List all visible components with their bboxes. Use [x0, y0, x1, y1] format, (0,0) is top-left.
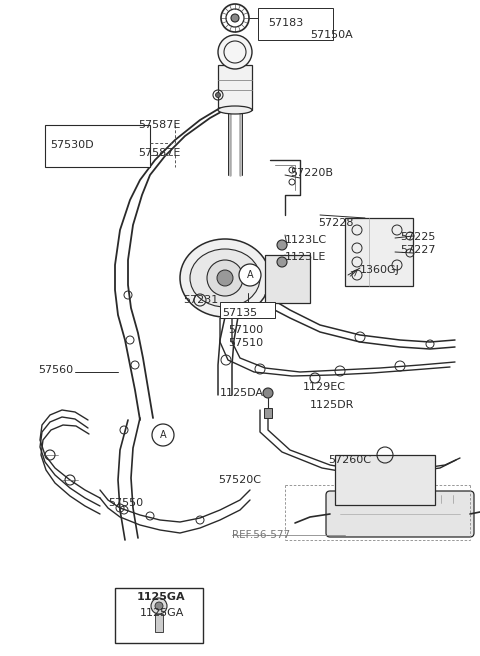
Text: 57135: 57135	[222, 308, 257, 318]
Circle shape	[277, 257, 287, 267]
Circle shape	[207, 260, 243, 296]
Text: 1125DR: 1125DR	[310, 400, 354, 410]
Circle shape	[218, 35, 252, 69]
Text: 57530D: 57530D	[50, 140, 94, 150]
Circle shape	[151, 598, 167, 614]
Ellipse shape	[218, 106, 252, 114]
Text: 1360GJ: 1360GJ	[360, 265, 400, 275]
Text: 57260C: 57260C	[328, 455, 371, 465]
Text: 1125DA: 1125DA	[220, 388, 264, 398]
Text: 57231: 57231	[183, 295, 218, 305]
Bar	[335, 455, 435, 505]
Text: 1125GA: 1125GA	[137, 592, 186, 602]
Text: 57220B: 57220B	[290, 168, 333, 178]
Text: 1123LE: 1123LE	[285, 252, 326, 262]
Text: 57183: 57183	[268, 18, 303, 28]
Text: REF.56-577: REF.56-577	[232, 530, 290, 540]
Bar	[220, 302, 275, 318]
Bar	[218, 65, 252, 110]
Bar	[115, 588, 203, 643]
Text: 57510: 57510	[228, 338, 263, 348]
Text: 57587E: 57587E	[138, 148, 180, 158]
Circle shape	[239, 264, 261, 286]
Text: 57228: 57228	[318, 218, 353, 228]
Text: 57550: 57550	[108, 498, 143, 508]
Text: 57520C: 57520C	[218, 475, 261, 485]
Text: 1123LC: 1123LC	[285, 235, 327, 245]
Circle shape	[217, 270, 233, 286]
Bar	[45, 125, 150, 167]
Text: 57150A: 57150A	[310, 30, 353, 40]
Bar	[258, 8, 333, 40]
Circle shape	[231, 14, 239, 22]
Circle shape	[263, 388, 273, 398]
Text: A: A	[160, 430, 166, 440]
Text: A: A	[247, 270, 253, 280]
Text: 57587E: 57587E	[138, 120, 180, 130]
Bar	[265, 255, 310, 303]
Text: 57100: 57100	[228, 325, 263, 335]
Bar	[264, 408, 272, 418]
Text: 57227: 57227	[400, 245, 435, 255]
Circle shape	[216, 92, 220, 98]
Circle shape	[155, 602, 163, 610]
Text: 1129EC: 1129EC	[303, 382, 346, 392]
Text: 57560: 57560	[38, 365, 73, 375]
Circle shape	[152, 424, 174, 446]
Bar	[345, 218, 413, 286]
Text: 57225: 57225	[400, 232, 435, 242]
Text: 1125GA: 1125GA	[140, 608, 184, 618]
Bar	[155, 614, 163, 632]
Ellipse shape	[180, 239, 270, 317]
Circle shape	[277, 240, 287, 250]
FancyBboxPatch shape	[326, 491, 474, 537]
Ellipse shape	[190, 249, 260, 307]
